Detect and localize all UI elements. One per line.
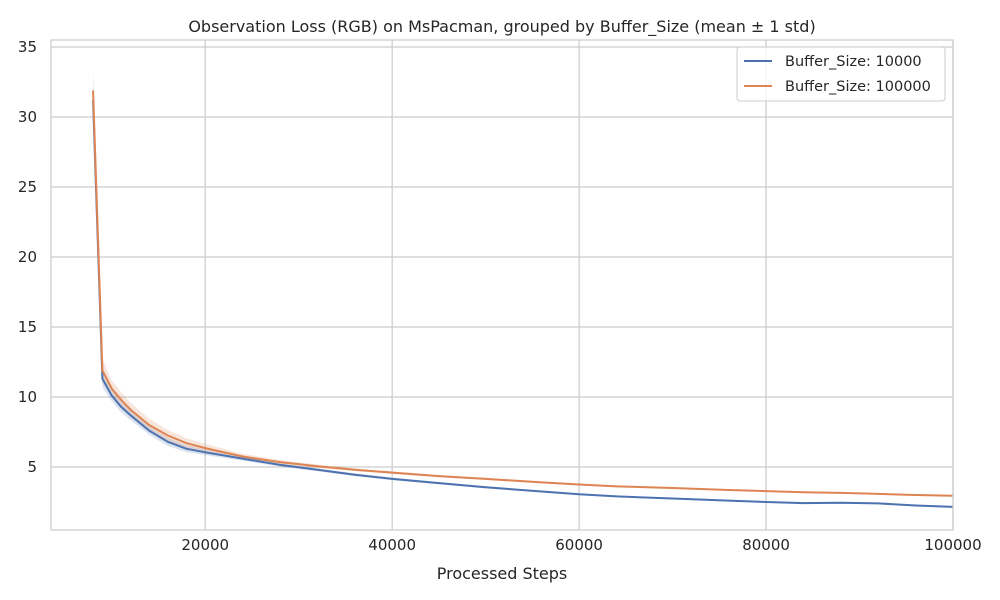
y-tick-label: 5 — [27, 458, 37, 476]
x-tick-label: 80000 — [742, 536, 790, 554]
x-tick-labels: 20000 40000 60000 80000 100000 — [181, 536, 981, 554]
x-tick-label: 40000 — [368, 536, 416, 554]
legend-box — [736, 46, 946, 102]
x-tick-label: 100000 — [924, 536, 981, 554]
series-lines — [92, 90, 954, 508]
y-tick-label: 30 — [18, 108, 37, 126]
chart-title: Observation Loss (RGB) on MsPacman, grou… — [188, 17, 815, 37]
y-tick-label: 20 — [18, 248, 37, 266]
y-tick-labels: 5 10 15 20 25 30 35 — [18, 38, 37, 476]
y-tick-label: 25 — [18, 178, 37, 196]
plot-frame — [50, 39, 954, 531]
x-tick-label: 60000 — [555, 536, 603, 554]
grid-lines — [51, 40, 954, 530]
x-tick-label: 20000 — [181, 536, 229, 554]
x-axis-label: Processed Steps — [437, 564, 568, 583]
y-tick-label: 10 — [18, 388, 37, 406]
y-tick-label: 15 — [18, 318, 37, 336]
legend-label-2: Buffer_Size: 100000 — [785, 79, 931, 95]
series-line-2 — [92, 90, 954, 497]
series-line-1 — [92, 100, 954, 508]
y-tick-label: 35 — [18, 38, 37, 56]
legend: Buffer_Size: 10000 Buffer_Size: 100000 — [736, 46, 946, 102]
legend-label-1: Buffer_Size: 10000 — [785, 54, 922, 70]
